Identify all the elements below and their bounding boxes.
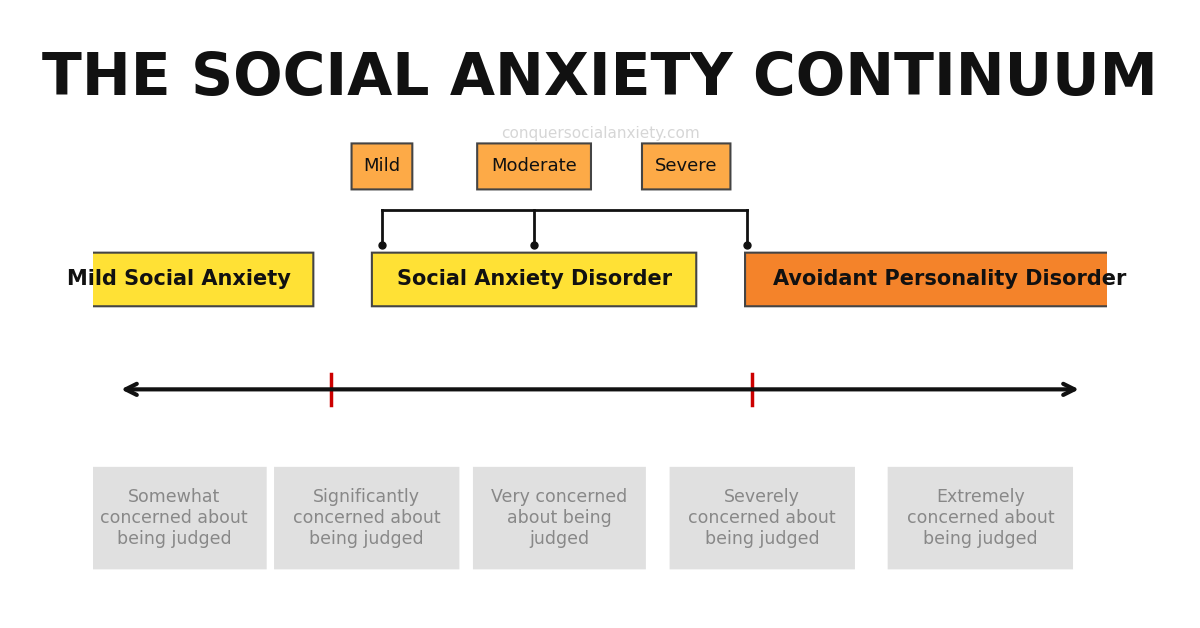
FancyBboxPatch shape bbox=[473, 467, 646, 570]
FancyBboxPatch shape bbox=[44, 252, 313, 306]
FancyBboxPatch shape bbox=[642, 143, 731, 190]
Text: Avoidant Personality Disorder: Avoidant Personality Disorder bbox=[773, 269, 1127, 290]
Text: conquersocialanxiety.com: conquersocialanxiety.com bbox=[500, 126, 700, 141]
Text: Very concerned
about being
judged: Very concerned about being judged bbox=[491, 489, 628, 548]
Text: Mild: Mild bbox=[364, 158, 401, 175]
Text: Severe: Severe bbox=[655, 158, 718, 175]
Text: Severely
concerned about
being judged: Severely concerned about being judged bbox=[689, 489, 836, 548]
Text: Moderate: Moderate bbox=[491, 158, 577, 175]
Text: Significantly
concerned about
being judged: Significantly concerned about being judg… bbox=[293, 489, 440, 548]
Text: Mild Social Anxiety: Mild Social Anxiety bbox=[67, 269, 292, 290]
FancyBboxPatch shape bbox=[352, 143, 413, 190]
Text: Extremely
concerned about
being judged: Extremely concerned about being judged bbox=[906, 489, 1054, 548]
Text: Somewhat
concerned about
being judged: Somewhat concerned about being judged bbox=[101, 489, 248, 548]
FancyBboxPatch shape bbox=[478, 143, 590, 190]
Text: Social Anxiety Disorder: Social Anxiety Disorder bbox=[396, 269, 672, 290]
FancyBboxPatch shape bbox=[888, 467, 1073, 570]
FancyBboxPatch shape bbox=[670, 467, 854, 570]
FancyBboxPatch shape bbox=[745, 252, 1154, 306]
FancyBboxPatch shape bbox=[82, 467, 266, 570]
FancyBboxPatch shape bbox=[274, 467, 460, 570]
FancyBboxPatch shape bbox=[372, 252, 696, 306]
Text: THE SOCIAL ANXIETY CONTINUUM: THE SOCIAL ANXIETY CONTINUUM bbox=[42, 50, 1158, 107]
